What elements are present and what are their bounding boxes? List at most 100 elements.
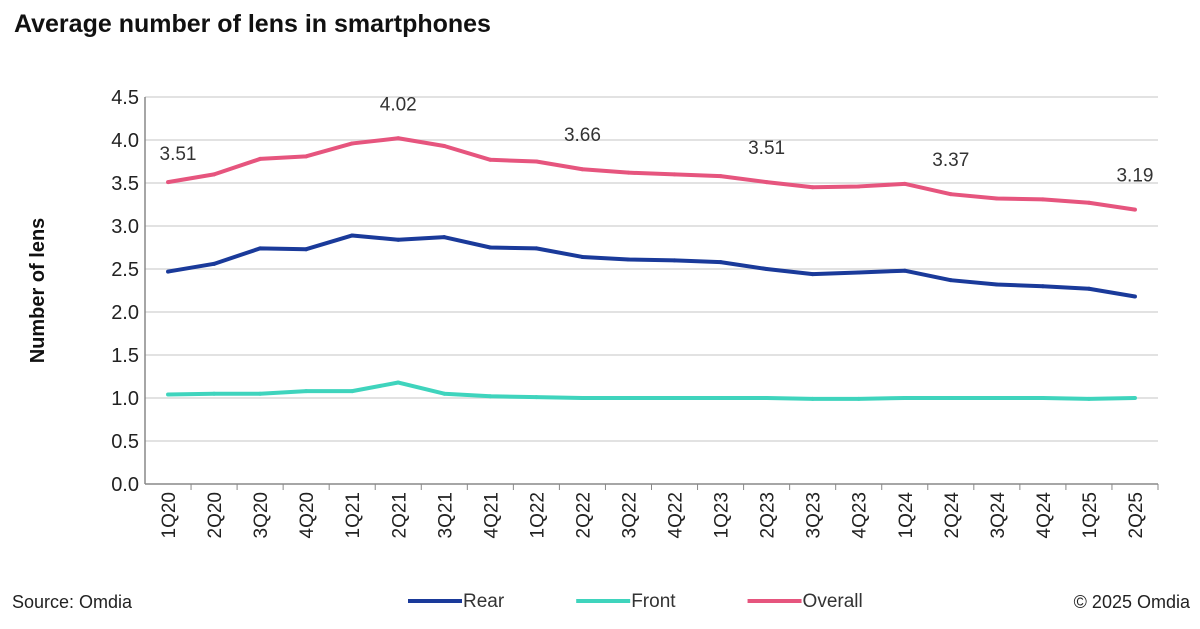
data-label: 3.51 xyxy=(748,138,785,159)
data-point-rear xyxy=(488,245,493,250)
x-tick-label: 2Q20 xyxy=(205,492,226,538)
data-point-rear xyxy=(304,247,309,252)
data-point-overall xyxy=(902,181,907,186)
data-point-overall xyxy=(994,196,999,201)
data-point-overall xyxy=(1040,197,1045,202)
data-point-front xyxy=(994,396,999,400)
x-tick-label: 2Q22 xyxy=(573,492,594,538)
data-label: 3.19 xyxy=(1116,166,1153,187)
y-axis-label: Number of lens xyxy=(27,218,49,364)
data-point-front xyxy=(396,380,401,385)
x-tick-label: 4Q24 xyxy=(1034,492,1055,539)
data-point-overall xyxy=(304,154,309,159)
x-tick-label: 3Q21 xyxy=(435,492,456,538)
series-line-front xyxy=(167,380,1136,401)
data-point-rear xyxy=(1040,284,1045,289)
data-point-rear xyxy=(810,272,815,277)
data-point-rear xyxy=(856,270,861,275)
data-point-overall xyxy=(626,170,631,175)
data-point-rear xyxy=(948,278,953,283)
data-point-overall xyxy=(534,159,539,164)
data-point-rear xyxy=(1132,294,1137,299)
data-label: 4.02 xyxy=(380,94,417,115)
data-point-rear xyxy=(718,260,723,265)
legend-label: Overall xyxy=(803,591,863,612)
data-point-front xyxy=(948,396,953,400)
data-point-front xyxy=(626,396,631,400)
x-tick-label: 4Q20 xyxy=(297,492,318,538)
x-tick-label: 1Q22 xyxy=(527,492,548,538)
data-point-front xyxy=(1132,396,1137,400)
data-point-front xyxy=(534,395,539,400)
data-point-front xyxy=(304,389,309,394)
y-tick-label: 0.5 xyxy=(111,431,139,453)
data-label: 3.66 xyxy=(564,125,601,146)
data-point-front xyxy=(1086,396,1091,401)
data-point-front xyxy=(718,396,723,400)
x-tick-label: 2Q23 xyxy=(758,492,779,538)
x-tick-label: 1Q21 xyxy=(343,492,364,538)
legend-label: Front xyxy=(631,591,676,612)
data-point-front xyxy=(856,396,861,401)
data-point-overall xyxy=(212,172,217,177)
data-point-overall xyxy=(442,144,447,149)
data-point-rear xyxy=(672,258,677,263)
series-line-overall xyxy=(167,136,1136,212)
data-label: 3.37 xyxy=(932,150,969,171)
copyright-note: © 2025 Omdia xyxy=(1073,592,1190,612)
data-point-rear xyxy=(396,237,401,242)
data-point-overall xyxy=(488,157,493,162)
data-point-rear xyxy=(534,246,539,251)
data-point-front xyxy=(672,396,677,400)
data-point-overall xyxy=(258,156,263,161)
x-tick-label: 1Q25 xyxy=(1080,492,1101,538)
data-point-overall xyxy=(856,184,861,189)
x-tick-label: 2Q21 xyxy=(389,492,410,538)
data-point-rear xyxy=(1086,286,1091,291)
y-tick-label: 2.5 xyxy=(111,259,139,281)
x-tick-label: 4Q23 xyxy=(850,492,871,538)
data-point-rear xyxy=(902,268,907,273)
data-point-front xyxy=(488,394,493,399)
data-point-rear xyxy=(442,235,447,240)
data-point-rear xyxy=(258,246,263,251)
data-point-overall xyxy=(718,174,723,179)
chart-title: Average number of lens in smartphones xyxy=(14,10,491,38)
data-point-overall xyxy=(580,167,585,172)
data-point-overall xyxy=(166,180,171,185)
legend-label: Rear xyxy=(463,591,505,612)
y-tick-label: 1.5 xyxy=(111,345,139,367)
x-tick-label: 4Q22 xyxy=(666,492,687,538)
data-point-overall xyxy=(948,192,953,197)
x-tick-label: 1Q20 xyxy=(159,492,180,538)
x-tick-label: 1Q23 xyxy=(712,492,733,538)
data-point-front xyxy=(350,389,355,394)
data-point-rear xyxy=(166,269,171,274)
data-point-front xyxy=(580,396,585,400)
data-point-rear xyxy=(580,254,585,259)
data-point-front xyxy=(1040,396,1045,400)
data-point-rear xyxy=(626,257,631,262)
y-tick-label: 1.0 xyxy=(111,388,139,410)
data-point-front xyxy=(212,391,217,396)
data-point-overall xyxy=(396,136,401,141)
data-point-rear xyxy=(764,267,769,271)
x-tick-label: 3Q20 xyxy=(251,492,272,538)
data-point-overall xyxy=(810,185,815,190)
data-point-overall xyxy=(672,172,677,177)
x-tick-label: 2Q24 xyxy=(942,492,963,539)
y-tick-label: 2.0 xyxy=(111,302,139,324)
y-tick-label: 3.0 xyxy=(111,216,139,238)
data-point-rear xyxy=(350,233,355,238)
source-note: Source: Omdia xyxy=(12,592,133,612)
x-tick-label: 3Q23 xyxy=(804,492,825,538)
data-point-front xyxy=(442,391,447,396)
x-tick-label: 3Q24 xyxy=(988,492,1009,539)
data-label: 3.51 xyxy=(160,144,197,165)
data-point-overall xyxy=(350,141,355,146)
y-tick-label: 4.5 xyxy=(111,87,139,109)
y-tick-label: 4.0 xyxy=(111,130,139,152)
x-tick-label: 1Q24 xyxy=(896,492,917,539)
data-point-front xyxy=(258,391,263,396)
